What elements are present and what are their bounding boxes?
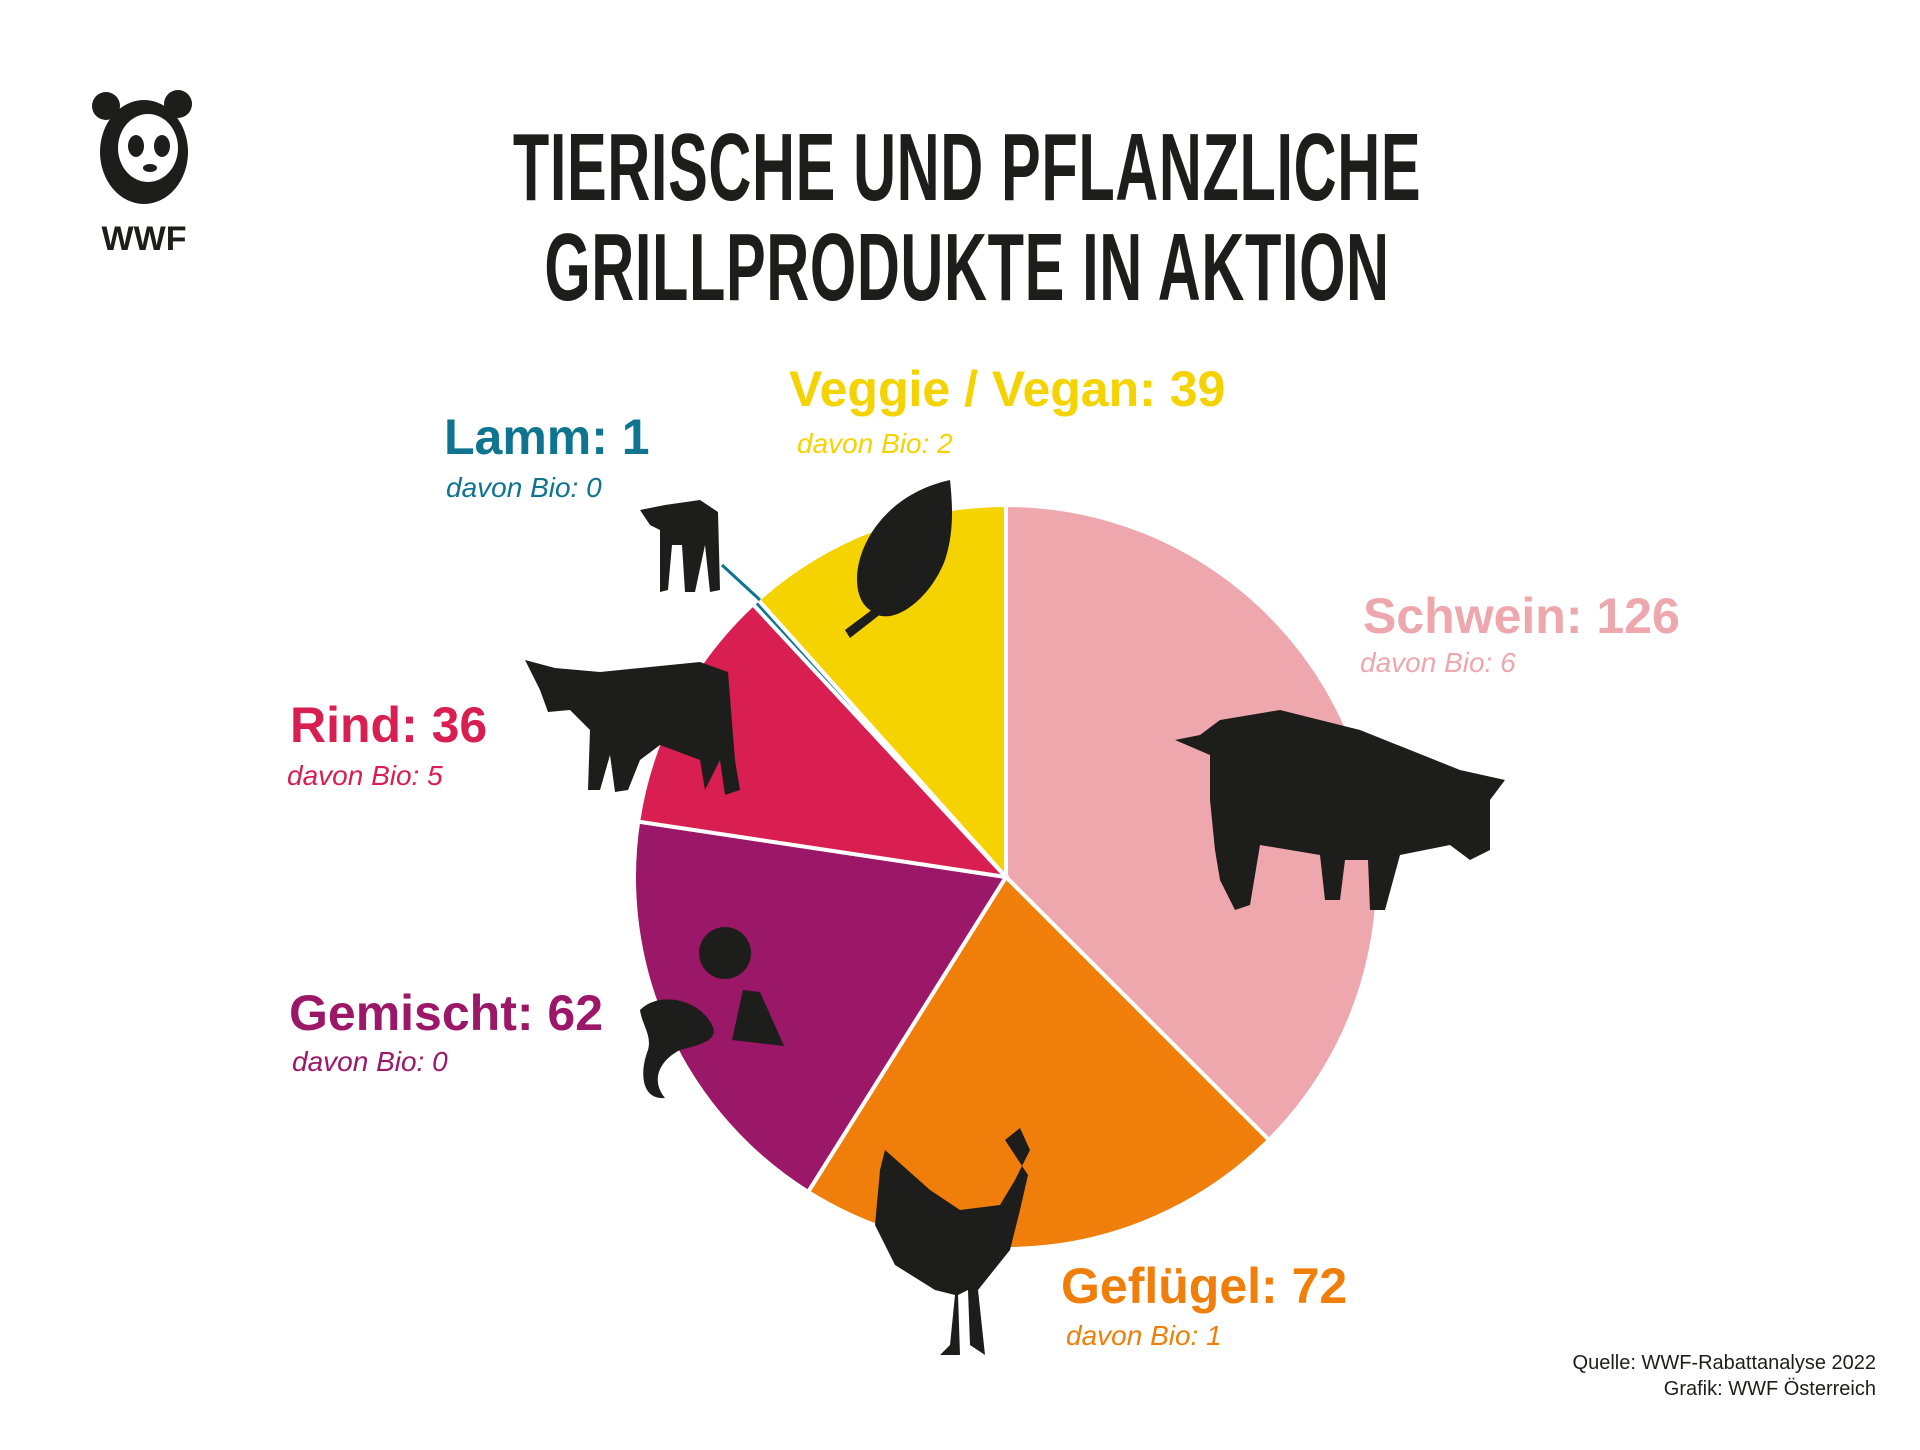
label-rind: Rind: 36 bbox=[290, 697, 488, 753]
bio-gefluegel: davon Bio: 1 bbox=[1066, 1320, 1222, 1351]
label-lamm: Lamm: 1 bbox=[444, 409, 650, 465]
wwf-panda-logo: WWF bbox=[92, 90, 192, 258]
leaf-icon bbox=[845, 480, 953, 638]
bio-veggie: davon Bio: 2 bbox=[797, 428, 953, 459]
label-gefluegel: Geflügel: 72 bbox=[1061, 1258, 1348, 1314]
mixed-circle-icon bbox=[699, 927, 751, 979]
label-veggie: Veggie / Vegan: 39 bbox=[789, 361, 1226, 417]
source-note: Quelle: WWF-Rabattanalyse 2022 bbox=[1572, 1352, 1876, 1374]
svg-text:WWF: WWF bbox=[102, 220, 187, 258]
mixed-trapezoid-icon bbox=[732, 990, 784, 1046]
pie-slice-geflügel bbox=[805, 873, 1272, 1251]
bio-gemischt: davon Bio: 0 bbox=[292, 1046, 448, 1077]
lamm-leader-line bbox=[720, 563, 762, 602]
credit-note: Grafik: WWF Österreich bbox=[1663, 1378, 1876, 1400]
lamb-icon bbox=[640, 500, 720, 592]
cow-icon bbox=[525, 660, 740, 795]
pig-icon bbox=[1175, 710, 1505, 910]
mixed-blob-icon bbox=[640, 999, 714, 1099]
pie-slice-veggie-vegan bbox=[755, 502, 1008, 883]
chicken-icon bbox=[875, 1128, 1030, 1355]
label-gemischt: Gemischt: 62 bbox=[289, 985, 604, 1041]
title-line-1: TIERISCHE UND PFLANZLICHE bbox=[512, 114, 1422, 221]
bio-rind: davon Bio: 5 bbox=[287, 760, 443, 791]
bio-lamm: davon Bio: 0 bbox=[446, 472, 602, 503]
bio-schwein: davon Bio: 6 bbox=[1360, 647, 1516, 678]
title-line-2: GRILLPRODUKTE IN AKTION bbox=[544, 214, 1390, 321]
label-schwein: Schwein: 126 bbox=[1363, 588, 1680, 644]
